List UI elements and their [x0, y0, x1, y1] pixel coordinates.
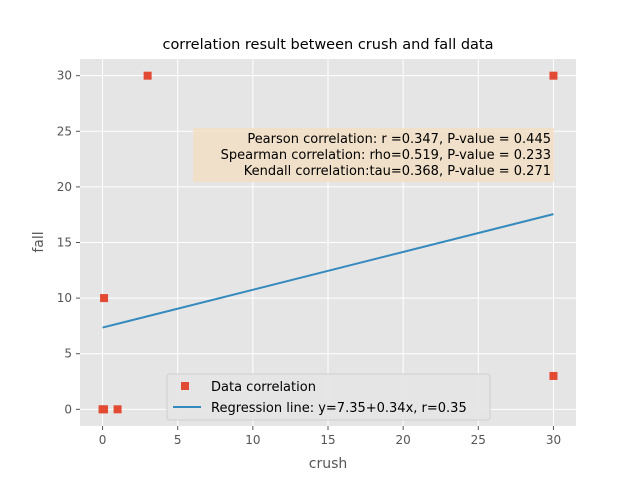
y-tick-label: 25 [57, 124, 72, 138]
legend-marker-data [181, 382, 189, 390]
chart-marks [98, 71, 558, 414]
y-tick-label: 10 [57, 291, 72, 305]
stats-annotation: Pearson correlation: r =0.347, P-value =… [193, 128, 554, 182]
x-axis-label: crush [309, 456, 348, 472]
regression-line [102, 213, 554, 329]
data-point [100, 294, 109, 303]
stats-line: Spearman correlation: rho=0.519, P-value… [221, 148, 551, 163]
x-tick-label: 20 [396, 433, 411, 447]
legend: Data correlation Regression line: y=7.35+… [166, 373, 491, 421]
x-tick-label: 15 [320, 433, 335, 447]
stats-line: Pearson correlation: r =0.347, P-value =… [247, 132, 551, 147]
data-point [549, 71, 558, 80]
y-tick-label: 30 [57, 69, 72, 83]
axis-ticks: 0 5 10 15 20 25 30 0 5 10 15 20 25 30 [57, 69, 561, 447]
data-point [549, 371, 558, 380]
x-tick-label: 5 [174, 433, 182, 447]
legend-label-data: Data correlation [211, 380, 316, 395]
stats-line: Kendall correlation:tau=0.368, P-value =… [244, 164, 551, 179]
y-tick-label: 20 [57, 180, 72, 194]
x-tick-label: 10 [245, 433, 260, 447]
data-point [143, 71, 152, 80]
legend-box [166, 373, 491, 421]
y-tick-label: 0 [64, 402, 72, 416]
y-tick-label: 5 [64, 347, 72, 361]
x-tick-label: 30 [546, 433, 561, 447]
legend-label-regression: Regression line: y=7.35+0.34x, r=0.35 [211, 401, 467, 416]
x-tick-label: 25 [471, 433, 486, 447]
x-tick-label: 0 [99, 433, 107, 447]
y-tick-label: 15 [57, 236, 72, 250]
stats-annotation-box [193, 128, 554, 182]
data-point [113, 405, 122, 414]
grid-lines [80, 59, 576, 426]
y-axis-label: fall [31, 231, 47, 252]
chart-title: correlation result between crush and fal… [162, 37, 493, 53]
data-point [100, 405, 109, 414]
